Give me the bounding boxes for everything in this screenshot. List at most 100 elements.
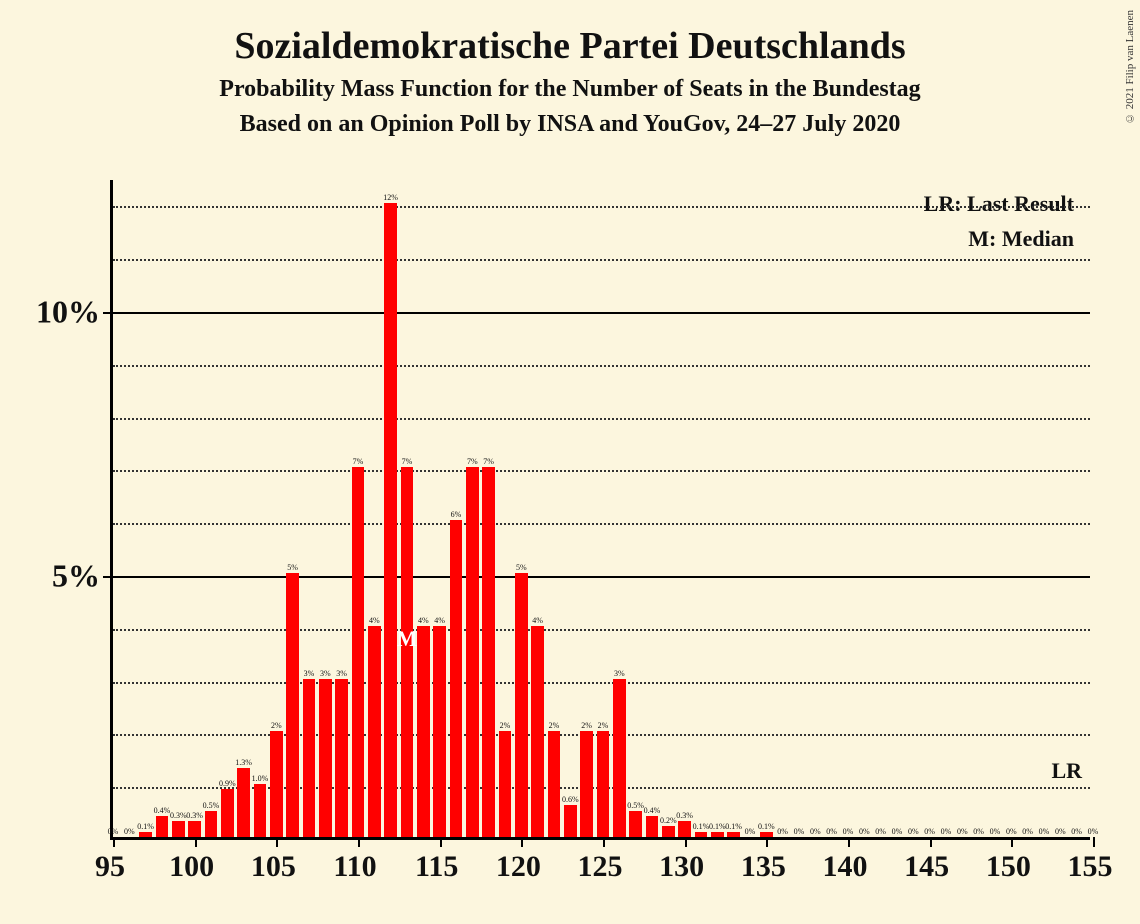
plot-area: LR: Last Result M: Median 0%0%0.1%0.4%0.… bbox=[110, 180, 1090, 840]
gridline-minor bbox=[113, 523, 1090, 525]
gridline-minor bbox=[113, 470, 1090, 472]
bar-value-label: 0% bbox=[859, 827, 870, 837]
bar-value-label: 6% bbox=[451, 510, 462, 520]
y-tick bbox=[103, 312, 113, 314]
bar: 5% bbox=[515, 573, 528, 837]
bar: 2% bbox=[270, 731, 283, 837]
bar-value-label: 0.4% bbox=[644, 806, 661, 816]
bar-value-label: 0% bbox=[892, 827, 903, 837]
bar-value-label: 0.1% bbox=[725, 822, 742, 832]
bar-value-label: 0.3% bbox=[676, 811, 693, 821]
bar: 0.4% bbox=[156, 816, 169, 837]
x-tick bbox=[521, 837, 523, 847]
bar-value-label: 7% bbox=[483, 457, 494, 467]
bar: 7% bbox=[401, 467, 414, 837]
bar-value-label: 0% bbox=[810, 827, 821, 837]
y-axis-tick-label: 10% bbox=[36, 294, 100, 331]
bar-value-label: 3% bbox=[614, 669, 625, 679]
bar-value-label: 2% bbox=[271, 721, 282, 731]
x-axis-tick-label: 125 bbox=[578, 850, 623, 884]
bar-value-label: 0% bbox=[924, 827, 935, 837]
bar-value-label: 0% bbox=[777, 827, 788, 837]
y-axis-labels: 5% 10% bbox=[30, 180, 100, 840]
bar: 0.1% bbox=[695, 832, 708, 837]
bar-value-label: 0% bbox=[1022, 827, 1033, 837]
bar-value-label: 4% bbox=[418, 616, 429, 626]
x-axis-tick-label: 95 bbox=[95, 850, 125, 884]
bar-value-label: 2% bbox=[500, 721, 511, 731]
bar-value-label: 0% bbox=[826, 827, 837, 837]
bar-value-label: 0.2% bbox=[660, 816, 677, 826]
bar-value-label: 2% bbox=[581, 721, 592, 731]
gridline-minor bbox=[113, 629, 1090, 631]
bar-value-label: 0% bbox=[1039, 827, 1050, 837]
bar: 12% bbox=[384, 203, 397, 837]
x-axis-tick-label: 150 bbox=[986, 850, 1031, 884]
bar-value-label: 0.1% bbox=[693, 822, 710, 832]
bar-value-label: 1.0% bbox=[252, 774, 269, 784]
x-axis-tick-label: 140 bbox=[823, 850, 868, 884]
y-axis-tick-label: 5% bbox=[52, 558, 100, 595]
x-axis-tick-label: 135 bbox=[741, 850, 786, 884]
bar-value-label: 0% bbox=[108, 827, 119, 837]
bar: 2% bbox=[580, 731, 593, 837]
bar-value-label: 5% bbox=[516, 563, 527, 573]
x-tick bbox=[113, 837, 115, 847]
bar-value-label: 12% bbox=[383, 193, 398, 203]
gridline-minor bbox=[113, 259, 1090, 261]
median-marker: M bbox=[397, 626, 418, 652]
bar-value-label: 0.5% bbox=[627, 801, 644, 811]
bar-value-label: 0.3% bbox=[170, 811, 187, 821]
bar: 0.1% bbox=[727, 832, 740, 837]
x-axis-tick-label: 115 bbox=[415, 850, 458, 884]
x-tick bbox=[440, 837, 442, 847]
bar: 0.1% bbox=[760, 832, 773, 837]
bar: 2% bbox=[597, 731, 610, 837]
bar-value-label: 0% bbox=[1088, 827, 1099, 837]
bar-value-label: 0% bbox=[794, 827, 805, 837]
x-axis-labels: 95100105110115120125130135140145150155 bbox=[110, 850, 1090, 900]
bar-value-label: 2% bbox=[549, 721, 560, 731]
bar: 3% bbox=[303, 679, 316, 837]
bar-value-label: 0.1% bbox=[137, 822, 154, 832]
bar: 0.3% bbox=[188, 821, 201, 837]
bar-value-label: 7% bbox=[467, 457, 478, 467]
bar-value-label: 0% bbox=[908, 827, 919, 837]
bar: 7% bbox=[482, 467, 495, 837]
gridline-major bbox=[113, 312, 1090, 314]
bar-value-label: 0.1% bbox=[709, 822, 726, 832]
bar-value-label: 0.6% bbox=[562, 795, 579, 805]
bar-value-label: 4% bbox=[434, 616, 445, 626]
x-tick bbox=[1011, 837, 1013, 847]
x-axis-tick-label: 145 bbox=[904, 850, 949, 884]
bar-value-label: 3% bbox=[304, 669, 315, 679]
bar: 0.9% bbox=[221, 789, 234, 837]
bar-value-label: 4% bbox=[532, 616, 543, 626]
bar: 2% bbox=[499, 731, 512, 837]
x-axis-tick-label: 105 bbox=[251, 850, 296, 884]
last-result-marker: LR bbox=[1051, 758, 1082, 784]
x-tick bbox=[603, 837, 605, 847]
bar-value-label: 7% bbox=[402, 457, 413, 467]
bar: 4% bbox=[531, 626, 544, 837]
bar: 0.2% bbox=[662, 826, 675, 837]
gridline-minor bbox=[113, 418, 1090, 420]
bar-value-label: 0% bbox=[957, 827, 968, 837]
x-axis-tick-label: 130 bbox=[659, 850, 704, 884]
chart-area: 5%10% LR: Last Result M: Median 0%0%0.1%… bbox=[110, 180, 1090, 840]
chart-title: Sozialdemokratische Partei Deutschlands bbox=[0, 24, 1140, 68]
legend-lr: LR: Last Result bbox=[924, 186, 1074, 221]
gridline-minor bbox=[113, 682, 1090, 684]
bar: 0.1% bbox=[711, 832, 724, 837]
bar-value-label: 5% bbox=[287, 563, 298, 573]
bar: 0.3% bbox=[678, 821, 691, 837]
bar: 0.3% bbox=[172, 821, 185, 837]
bar-value-label: 0% bbox=[941, 827, 952, 837]
bar: 4% bbox=[433, 626, 446, 837]
gridline-major bbox=[113, 576, 1090, 578]
bar-value-label: 4% bbox=[369, 616, 380, 626]
x-tick bbox=[766, 837, 768, 847]
bar: 7% bbox=[352, 467, 365, 837]
x-tick bbox=[685, 837, 687, 847]
x-tick bbox=[930, 837, 932, 847]
